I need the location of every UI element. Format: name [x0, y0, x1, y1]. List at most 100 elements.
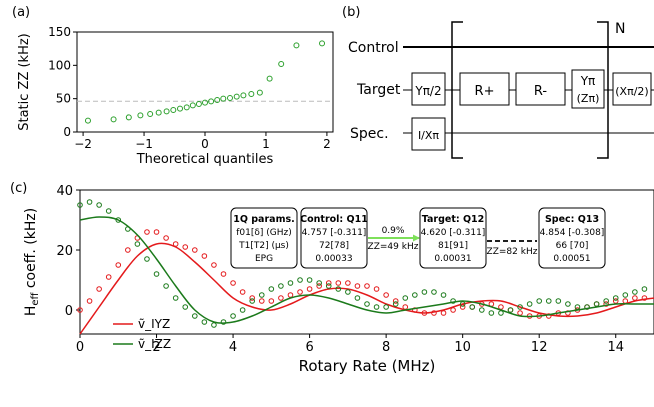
series-izz-point: [479, 307, 485, 313]
svg-text:Yπ: Yπ: [580, 74, 596, 88]
series-izz-point: [125, 226, 131, 232]
panel-a-point: [220, 95, 227, 102]
svg-text:81[91]: 81[91]: [438, 241, 468, 251]
series-iyz-point: [297, 289, 303, 295]
series-izz-point: [498, 310, 504, 316]
series-izz-point: [287, 280, 294, 286]
series-iyz-point: [450, 307, 456, 313]
svg-text:4.854 [-0.308]: 4.854 [-0.308]: [540, 228, 605, 238]
series-izz-point: [144, 256, 150, 262]
panel-label-b: (b): [342, 5, 360, 20]
svg-text:66 [70]: 66 [70]: [556, 241, 589, 251]
panel-a-xlabel: Theoretical quantiles: [136, 152, 274, 167]
series-iyz-point: [383, 292, 389, 298]
wire-label-control: Control: [348, 40, 399, 56]
series-iyz-point: [287, 292, 294, 298]
panel-a-point: [214, 97, 221, 103]
wire-label-spec: Spec.: [350, 126, 389, 142]
repeat-count: N: [615, 21, 625, 37]
series-izz-point: [278, 283, 284, 289]
gate-y-half: Yπ/2: [411, 72, 446, 106]
panel-c-xtick-label: 6: [305, 340, 313, 355]
series-iyz-point: [201, 253, 208, 259]
series-izz-theory-line: [79, 216, 654, 324]
panel-a-point: [189, 102, 196, 109]
panel-a-xtick-label: 1: [262, 137, 270, 151]
panel-a-ytick-label: 150: [48, 25, 71, 39]
param-box-control: Control: Q11 4.757 [-0.311] 72[78] 0.000…: [300, 207, 368, 269]
series-izz-point: [239, 307, 246, 313]
series-izz-point: [431, 289, 437, 295]
panel-label-a: (a): [12, 5, 30, 20]
param-box-1q: 1Q params. f01[δ] (GHz) T1[T2] (μs) EPG: [230, 207, 298, 269]
wire-label-target: Target: [356, 82, 401, 98]
series-izz-point: [115, 217, 122, 223]
series-izz-point: [440, 292, 447, 298]
panel-a-xticks: −2 −1 0 1 2: [74, 132, 331, 151]
panel-c-ytick-label: 20: [56, 244, 73, 259]
svg-text:EPG: EPG: [255, 254, 273, 264]
series-izz-point: [201, 319, 208, 325]
panel-a-point: [240, 92, 247, 99]
series-iyz-point: [335, 280, 342, 286]
series-iyz-point: [86, 298, 93, 304]
series-iyz-point: [144, 229, 150, 235]
series-iyz-point: [220, 271, 227, 277]
series-iyz-point: [105, 274, 112, 280]
series-iyz-point: [364, 283, 370, 289]
panel-c-xlabel: Rotary Rate (MHz): [299, 357, 436, 375]
svg-text:4.757 [-0.311]: 4.757 [-0.311]: [302, 228, 367, 238]
svg-text:Spec: Q13: Spec: Q13: [545, 214, 599, 225]
panel-a-yticks: 0 50 100 150: [48, 25, 77, 139]
series-izz-point: [335, 286, 342, 292]
link-control-target: 0.9% ZZ=49 kHz: [368, 226, 420, 252]
series-iyz-point: [211, 262, 217, 268]
svg-text:(Zπ): (Zπ): [577, 92, 600, 105]
svg-text:72[78]: 72[78]: [319, 241, 349, 251]
panel-a-point: [195, 101, 202, 107]
param-box-spec: Spec: Q13 4.854 [-0.308] 66 [70] 0.00051: [538, 207, 606, 269]
series-iyz-point: [603, 301, 609, 307]
panel-a-xtick-label: −2: [74, 137, 92, 151]
svg-text:(Xπ/2): (Xπ/2): [615, 85, 648, 98]
panel-c-xtick-label: 12: [531, 340, 548, 355]
svg-text:0.00051: 0.00051: [553, 254, 590, 264]
series-iyz-point: [268, 298, 275, 304]
series-iyz-point: [632, 295, 638, 301]
link-target-spec: ZZ=82 kHz: [487, 240, 538, 257]
series-iyz-point: [431, 310, 437, 316]
panel-c-series: [77, 199, 654, 335]
series-izz-point: [402, 295, 409, 301]
panel-a-point: [177, 105, 184, 112]
series-izz-point: [316, 280, 322, 286]
series-iyz-point: [192, 247, 198, 253]
panel-a-point: [256, 89, 263, 96]
series-iyz-point: [278, 295, 284, 301]
panel-a-xtick-label: 0: [201, 137, 209, 151]
series-iyz-point: [345, 280, 351, 286]
series-izz-point: [488, 310, 495, 316]
gate-r-minus: R-: [515, 72, 566, 106]
series-izz-point: [163, 283, 169, 289]
series-izz-point: [421, 289, 428, 295]
series-izz-point: [258, 292, 265, 298]
panel-a-point: [155, 109, 162, 116]
svg-text:4.620 [-0.311]: 4.620 [-0.311]: [421, 228, 486, 238]
svg-text:Target: Q12: Target: Q12: [422, 214, 485, 225]
series-iyz-point: [316, 283, 322, 289]
series-iyz-point: [249, 295, 255, 301]
svg-text:0.00033: 0.00033: [315, 254, 352, 264]
panel-a-point: [248, 91, 255, 97]
series-izz-point: [459, 301, 466, 307]
panel-a-point: [266, 75, 273, 82]
svg-text:f01[δ] (GHz): f01[δ] (GHz): [236, 228, 292, 238]
series-iyz-point: [373, 286, 380, 292]
series-izz-point: [192, 313, 198, 319]
param-box-target: Target: Q12 4.620 [-0.311] 81[91] 0.0003…: [419, 207, 487, 269]
series-izz-point: [574, 304, 581, 310]
gate-r-plus: R+: [459, 72, 510, 106]
svg-text:I/Xπ: I/Xπ: [418, 129, 439, 142]
series-iyz-point: [459, 304, 466, 310]
